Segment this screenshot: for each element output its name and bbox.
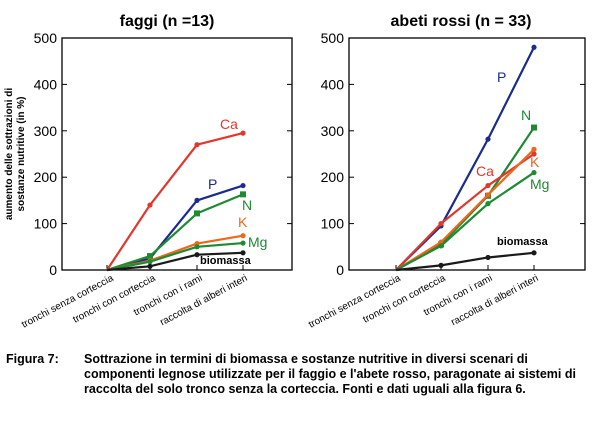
data-point (240, 240, 246, 246)
y-tick-label: 200 (34, 169, 58, 185)
data-point (531, 124, 537, 131)
series-label-biomassa: biomassa (497, 236, 549, 248)
y-axis-label-line: sostanze nutritive (in %) (16, 96, 27, 211)
series-label-n: N (521, 107, 531, 123)
series-line-ca (106, 132, 244, 271)
y-tick-label: 300 (321, 123, 345, 139)
y-tick-label: 0 (49, 262, 57, 278)
y-tick-label: 300 (34, 123, 58, 139)
data-point (240, 130, 246, 136)
y-axis-label-line: aumento delle sottrazioni di (4, 88, 15, 220)
x-tick-label: raccolta di alberi interi (449, 273, 540, 328)
data-point (194, 210, 200, 217)
series-line-biomassa (395, 251, 535, 272)
data-point (147, 263, 153, 269)
data-point (147, 253, 153, 260)
y-tick-label: 400 (34, 76, 58, 92)
data-point (485, 182, 491, 189)
data-point (531, 146, 537, 152)
x-tick-label: tronchi con corteccia (361, 273, 448, 326)
chart-panel-2: abeti rossi (n = 33) 0 100 200 300 400 500 tron… (307, 13, 586, 331)
data-point (485, 136, 491, 142)
series-label-ca: Ca (476, 163, 494, 179)
data-point (194, 197, 200, 203)
data-point (194, 244, 200, 250)
data-point (240, 250, 246, 256)
plot-frame (348, 37, 586, 271)
y-axis-label: aumento delle sottrazioni disostanze nut… (4, 88, 27, 220)
data-point (531, 151, 537, 157)
y-tick-label: 100 (34, 216, 58, 232)
series-line-mg (106, 241, 244, 272)
y-tick-label: 0 (336, 262, 344, 278)
data-point (240, 191, 246, 198)
data-point (485, 192, 491, 198)
data-point (240, 182, 246, 189)
x-tick-label: raccolta di alberi interi (158, 273, 249, 328)
data-point (194, 252, 200, 258)
data-point (531, 250, 537, 256)
series-label-biomassa: biomassa (200, 255, 252, 267)
series-label-p: P (497, 69, 506, 85)
y-tick-label: 500 (34, 30, 58, 46)
series-label-mg: Mg (530, 176, 549, 192)
chart-title: faggi (n =13) (120, 13, 215, 30)
data-point (240, 233, 246, 239)
y-tick-label: 500 (321, 30, 345, 46)
data-point (531, 44, 537, 50)
series-label-ca: Ca (220, 116, 238, 132)
y-tick-label: 200 (321, 169, 345, 185)
x-tick-label: tronchi con corteccia (71, 273, 158, 326)
series-label-k: K (530, 154, 540, 170)
caption-label: Figura 7: (6, 352, 59, 366)
series-label-p: P (208, 176, 217, 192)
y-tick-label: 100 (321, 216, 345, 232)
data-point (147, 259, 153, 265)
data-point (438, 221, 444, 227)
series-label-mg: Mg (248, 234, 267, 250)
series-line-ca (395, 153, 535, 271)
data-point (194, 142, 200, 148)
caption-text: Sottrazione in termini di biomassa e sos… (84, 352, 576, 396)
series-line-biomassa (106, 251, 244, 272)
series-label-k: K (238, 214, 248, 230)
series-line-k (395, 148, 535, 271)
series-line-mg (395, 171, 535, 271)
data-point (438, 262, 444, 268)
chart-title: abeti rossi (n = 33) (391, 13, 532, 30)
series-line-n (106, 193, 244, 272)
data-point (147, 202, 153, 208)
data-point (438, 243, 444, 249)
data-point (531, 169, 537, 176)
plot-frame (61, 37, 293, 271)
series-line-p (106, 184, 244, 272)
data-point (485, 254, 491, 261)
series-label-n: N (242, 197, 252, 213)
y-tick-label: 400 (321, 76, 345, 92)
data-point (485, 201, 491, 207)
